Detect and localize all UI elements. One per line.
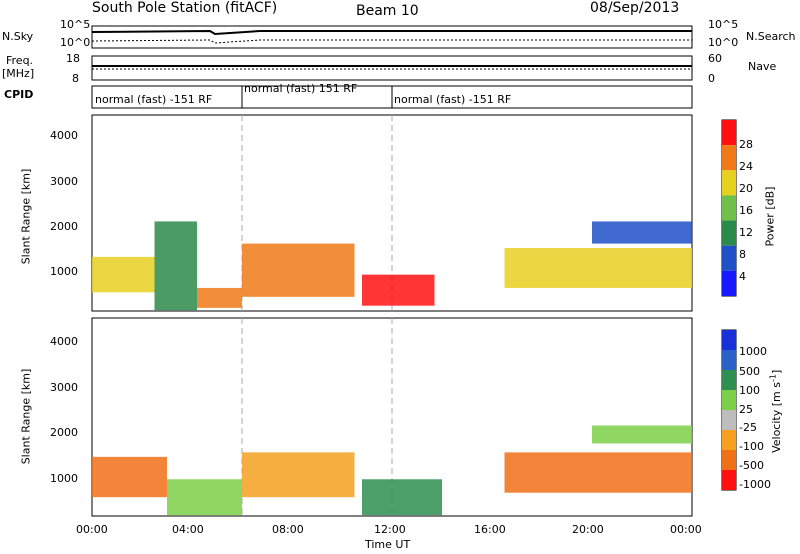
vel-cb-500: 500: [739, 365, 760, 378]
noise-tick-bottom-left: 10^0: [60, 36, 91, 49]
power-region-6: [504, 248, 692, 288]
vel-cb-minus1000: -1000: [739, 478, 771, 491]
velocity-ytick-1000: 1000: [50, 472, 78, 485]
velocity-colorbar-swatch-3: [722, 370, 736, 390]
power-cb-28: 28: [739, 138, 753, 151]
velocity-region-3: [242, 452, 355, 498]
vel-cb-25: 25: [739, 403, 753, 416]
velocity-colorbar-swatch-5: [722, 410, 736, 430]
noise-search-trace: [91, 39, 692, 44]
beam-label: Beam 10: [356, 3, 419, 19]
power-colorbar-swatch-5: [722, 220, 736, 246]
noise-panel-frame: [91, 25, 693, 49]
xtick-4: 16:00: [474, 523, 506, 536]
velocity-ytick-2000: 2000: [50, 426, 78, 439]
velocity-region-6: [592, 425, 692, 444]
power-ytick-4000: 4000: [50, 129, 78, 142]
velocity-region-4: [362, 479, 442, 516]
vel-cb-100: 100: [739, 384, 760, 397]
freq-tick-bottom: 8: [72, 72, 79, 85]
velocity-region-1: [92, 456, 167, 498]
velocity-colorbar-swatch-4: [722, 390, 736, 410]
power-cb-24: 24: [739, 160, 753, 173]
xtick-3: 12:00: [374, 523, 406, 536]
vel-cb-minus25: -25: [739, 421, 757, 434]
power-cb-4: 4: [739, 270, 746, 283]
power-cb-12: 12: [739, 226, 753, 239]
freq-label: Freq.: [6, 54, 34, 67]
power-colorbar-swatch-2: [722, 145, 736, 171]
nsearch-label: N.Search: [746, 30, 796, 43]
vel-cb-1000: 1000: [739, 345, 767, 358]
vel-cb-minus500: -500: [739, 459, 764, 472]
power-colorbar-swatch-4: [722, 195, 736, 221]
velocity-colorbar-swatch-2: [722, 350, 736, 370]
nsky-label: N.Sky: [2, 30, 34, 43]
noise-tick-top-left: 10^5: [60, 18, 91, 31]
power-ytick-3000: 3000: [50, 175, 78, 188]
power-region-1: [92, 256, 155, 293]
noise-sky-trace: [91, 29, 692, 36]
cpid-label: CPID: [4, 88, 34, 101]
velocity-region-2: [167, 479, 242, 516]
power-ytick-1000: 1000: [50, 265, 78, 278]
velocity-colorbar-swatch-6: [722, 430, 736, 450]
velocity-data-layer: [92, 425, 692, 516]
nave-tick-top: 60: [708, 52, 722, 65]
power-colorbar-swatch-1: [722, 120, 736, 146]
power-region-2: [154, 221, 197, 311]
power-cb-8: 8: [739, 248, 746, 261]
date-label: 08/Sep/2013: [590, 0, 680, 16]
power-colorbar-swatch-7: [722, 270, 736, 296]
velocity-ytick-4000: 4000: [50, 335, 78, 348]
power-ytick-2000: 2000: [50, 220, 78, 233]
xtick-2: 08:00: [272, 523, 304, 536]
velocity-colorbar-swatch-1: [722, 330, 736, 350]
vel-cb-minus100: -100: [739, 440, 764, 453]
noise-tick-bottom-right: 10^0: [708, 36, 739, 49]
power-colorbar-swatch-3: [722, 170, 736, 196]
velocity-ytick-3000: 3000: [50, 381, 78, 394]
power-region-3: [197, 287, 242, 308]
colorbar-layer: [722, 120, 736, 490]
power-cb-20: 20: [739, 182, 753, 195]
velocity-region-5: [504, 452, 692, 493]
power-region-7: [592, 221, 692, 244]
power-region-4: [242, 243, 355, 297]
cpid-segment-2: normal (fast) 151 RF: [244, 82, 358, 95]
cpid-segment-3: normal (fast) -151 RF: [394, 93, 512, 106]
station-title: South Pole Station (fitACF): [92, 0, 278, 16]
xtick-6: 00:00: [670, 523, 702, 536]
xlabel: Time UT: [365, 538, 411, 551]
freq-panel-frame: [91, 55, 693, 81]
power-cb-16: 16: [739, 204, 753, 217]
cpid-segment-1: normal (fast) -151 RF: [95, 93, 213, 106]
power-colorbar-swatch-6: [722, 245, 736, 271]
velocity-colorbar-swatch-8: [722, 470, 736, 490]
xtick-1: 04:00: [172, 523, 204, 536]
xtick-5: 20:00: [572, 523, 604, 536]
power-data-layer: [92, 221, 692, 311]
velocity-colorbar-swatch-7: [722, 450, 736, 470]
freq-tick-top: 18: [66, 52, 80, 65]
power-region-5: [362, 274, 435, 306]
nave-label: Nave: [748, 60, 777, 73]
nave-tick-bottom: 0: [708, 72, 715, 85]
noise-tick-top-right: 10^5: [708, 18, 739, 31]
freq-unit-label: [MHz]: [2, 67, 35, 80]
xtick-0: 00:00: [76, 523, 108, 536]
